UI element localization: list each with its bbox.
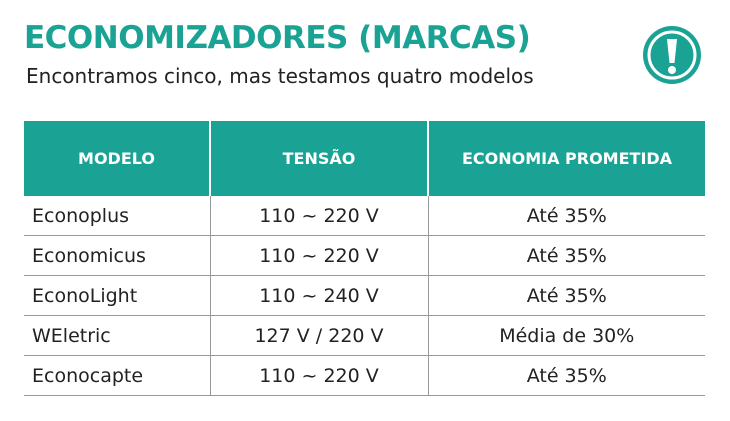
table-row: Econocapte 110 ~ 220 V Até 35%: [24, 355, 705, 396]
column-header: TENSÃO: [209, 121, 428, 196]
table-row: WEletric 127 V / 220 V Média de 30%: [24, 315, 705, 356]
subtitle: Encontramos cinco, mas testamos quatro m…: [26, 64, 534, 88]
cell: 110 ~ 220 V: [209, 196, 428, 236]
table-row: EconoLight 110 ~ 240 V Até 35%: [24, 275, 705, 316]
alert-icon: [643, 26, 701, 84]
column-header: MODELO: [24, 121, 210, 196]
cell: 110 ~ 220 V: [209, 355, 428, 396]
cell: Econocapte: [24, 355, 210, 396]
cell: Média de 30%: [427, 315, 705, 356]
cell: Até 35%: [427, 355, 705, 396]
column-header: ECONOMIA PROMETIDA: [427, 121, 705, 196]
cell: 110 ~ 240 V: [209, 275, 428, 316]
cell: Até 35%: [427, 196, 705, 236]
cell: EconoLight: [24, 275, 210, 316]
cell: 110 ~ 220 V: [209, 235, 428, 276]
cell: 127 V / 220 V: [209, 315, 428, 356]
cell: Econoplus: [24, 196, 210, 236]
cell: Economicus: [24, 235, 210, 276]
cell: Até 35%: [427, 235, 705, 276]
header-row: MODELO TENSÃO ECONOMIA PROMETIDA: [24, 121, 705, 196]
table: MODELO TENSÃO ECONOMIA PROMETIDA Econoplus…: [24, 121, 705, 396]
table-row: Economicus 110 ~ 220 V Até 35%: [24, 235, 705, 276]
title: ECONOMIZADORES (MARCAS): [24, 20, 531, 56]
cell: WEletric: [24, 315, 210, 356]
table-row: Econoplus 110 ~ 220 V Até 35%: [24, 196, 705, 236]
cell: Até 35%: [427, 275, 705, 316]
